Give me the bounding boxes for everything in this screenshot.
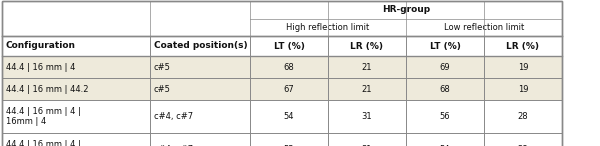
Text: 44.4 | 16 mm | 44.2: 44.4 | 16 mm | 44.2 xyxy=(6,85,89,93)
Text: LT (%): LT (%) xyxy=(430,41,460,51)
Bar xyxy=(250,78,328,100)
Bar xyxy=(250,133,328,146)
Bar xyxy=(406,133,484,146)
Text: 31: 31 xyxy=(362,145,373,146)
Bar xyxy=(250,56,328,78)
Bar xyxy=(150,133,250,146)
Bar xyxy=(328,36,406,56)
Bar xyxy=(2,56,150,78)
Text: LT (%): LT (%) xyxy=(274,41,304,51)
Bar xyxy=(2,78,150,100)
Text: 44.4 | 16 mm | 4: 44.4 | 16 mm | 4 xyxy=(6,62,76,72)
Bar xyxy=(484,133,562,146)
Bar xyxy=(328,56,406,78)
Bar xyxy=(250,1,562,19)
Bar xyxy=(406,56,484,78)
Bar xyxy=(150,1,250,36)
Text: c#5: c#5 xyxy=(154,85,171,93)
Text: 67: 67 xyxy=(284,85,295,93)
Bar xyxy=(406,36,484,56)
Text: 68: 68 xyxy=(284,62,295,72)
Bar xyxy=(2,133,150,146)
Text: 31: 31 xyxy=(362,112,373,121)
Text: 19: 19 xyxy=(518,85,528,93)
Bar xyxy=(406,100,484,133)
Bar xyxy=(328,36,406,56)
Bar xyxy=(328,56,406,78)
Text: c#5: c#5 xyxy=(154,62,171,72)
Bar xyxy=(2,56,150,78)
Bar xyxy=(150,100,250,133)
Text: LR (%): LR (%) xyxy=(506,41,539,51)
Text: Low reflection limit: Low reflection limit xyxy=(444,23,524,32)
Bar xyxy=(150,56,250,78)
Text: 44.4 | 16 mm | 4 |
16mm | 4: 44.4 | 16 mm | 4 | 16mm | 4 xyxy=(6,107,81,126)
Bar xyxy=(484,36,562,56)
Text: 56: 56 xyxy=(440,112,451,121)
Bar xyxy=(328,78,406,100)
Text: 21: 21 xyxy=(362,62,372,72)
Text: 19: 19 xyxy=(518,62,528,72)
Text: 44.4 | 16 mm | 4 |
16mm | 44.2: 44.4 | 16 mm | 4 | 16mm | 44.2 xyxy=(6,140,81,146)
Bar xyxy=(2,78,150,100)
Bar xyxy=(484,56,562,78)
Bar xyxy=(328,100,406,133)
Bar xyxy=(484,100,562,133)
Bar xyxy=(250,78,328,100)
Text: 53: 53 xyxy=(284,145,295,146)
Bar xyxy=(2,133,150,146)
Bar xyxy=(250,133,328,146)
Bar xyxy=(150,36,250,56)
Text: 54: 54 xyxy=(440,145,450,146)
Bar xyxy=(2,100,150,133)
Bar xyxy=(2,36,150,56)
Bar xyxy=(150,78,250,100)
Bar xyxy=(406,78,484,100)
Bar xyxy=(406,19,562,36)
Text: c#4, c#7: c#4, c#7 xyxy=(154,112,193,121)
Text: c#4, c#7: c#4, c#7 xyxy=(154,145,193,146)
Bar xyxy=(150,36,250,56)
Bar xyxy=(328,100,406,133)
Bar xyxy=(150,133,250,146)
Text: 54: 54 xyxy=(284,112,294,121)
Bar xyxy=(150,78,250,100)
Bar xyxy=(250,36,328,56)
Bar xyxy=(406,100,484,133)
Bar xyxy=(328,133,406,146)
Bar xyxy=(484,78,562,100)
Bar xyxy=(406,133,484,146)
Bar xyxy=(2,100,150,133)
Text: 69: 69 xyxy=(440,62,451,72)
Bar xyxy=(150,100,250,133)
Bar xyxy=(250,56,328,78)
Bar xyxy=(2,36,150,56)
Text: 28: 28 xyxy=(518,145,529,146)
Bar xyxy=(484,36,562,56)
Bar xyxy=(484,78,562,100)
Bar xyxy=(484,100,562,133)
Text: HR-group: HR-group xyxy=(382,6,430,14)
Bar xyxy=(406,78,484,100)
Text: 21: 21 xyxy=(362,85,372,93)
Text: Configuration: Configuration xyxy=(6,41,76,51)
Bar xyxy=(250,100,328,133)
Bar xyxy=(250,100,328,133)
Text: 28: 28 xyxy=(518,112,529,121)
Text: 68: 68 xyxy=(440,85,451,93)
Bar xyxy=(2,1,150,36)
Bar xyxy=(406,36,484,56)
Bar xyxy=(484,133,562,146)
Bar xyxy=(484,56,562,78)
Bar xyxy=(250,36,328,56)
Bar xyxy=(250,19,406,36)
Bar xyxy=(406,56,484,78)
Text: High reflection limit: High reflection limit xyxy=(286,23,370,32)
Bar xyxy=(328,78,406,100)
Bar xyxy=(150,56,250,78)
Bar xyxy=(328,133,406,146)
Text: LR (%): LR (%) xyxy=(350,41,383,51)
Text: Coated position(s): Coated position(s) xyxy=(154,41,248,51)
